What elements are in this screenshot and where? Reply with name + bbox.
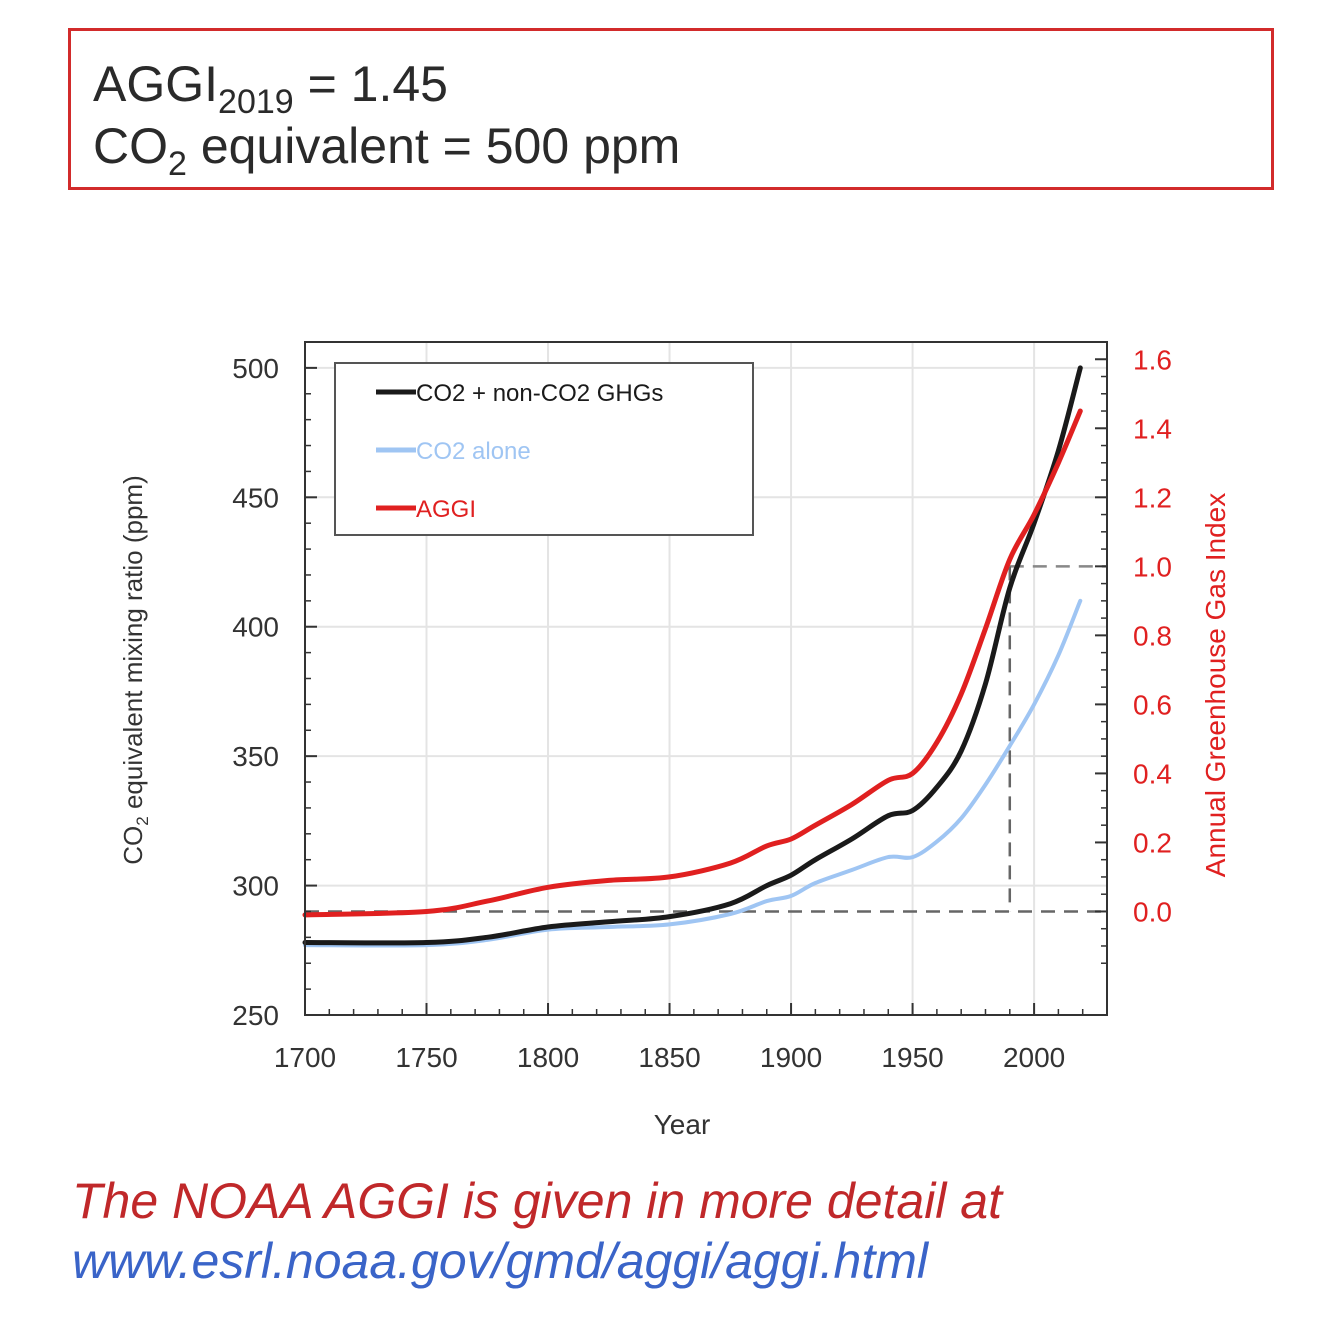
legend-item-co2-alone-label: CO2 alone — [416, 438, 531, 465]
legend-item-co2-plus-non-co2-label: CO2 + non-CO2 GHGs — [416, 380, 663, 407]
co2-subscript: 2 — [168, 145, 187, 183]
legend-item-aggi-label: AGGI — [416, 496, 476, 523]
y-left-tick-label: 250 — [232, 1000, 279, 1031]
y-right-tick-label: 0.0 — [1133, 896, 1172, 927]
series-co2-plus-non-co2-line — [302, 365, 1083, 946]
co2-equivalent-line: CO2 equivalent = 500 ppm — [93, 121, 680, 181]
y-axis-left-label: CO2 equivalent mixing ratio (ppm) — [118, 475, 152, 865]
ticks — [304, 358, 1107, 1016]
y-right-tick-label: 1.0 — [1133, 551, 1172, 582]
series-aggi-line — [302, 408, 1083, 918]
legend: CO2 + non-CO2 GHGs CO2 alone AGGI — [334, 362, 754, 536]
y-left-tick-label: 300 — [232, 871, 279, 902]
aggi-value: = 1.45 — [293, 56, 448, 112]
series-lines — [302, 365, 1083, 948]
aggi-value-line: AGGI2019 = 1.45 — [93, 59, 448, 119]
y-right-tick-label: 0.2 — [1133, 827, 1172, 858]
y-left-tick-label: 500 — [232, 353, 279, 384]
y-left-tick-label: 400 — [232, 612, 279, 643]
tick-labels: 1700 1750 1800 1850 1900 1950 2000 250 300 350 400… — [232, 344, 1172, 1073]
x-tick-label: 1900 — [760, 1042, 822, 1073]
aggi-label: AGGI — [93, 56, 219, 112]
y-right-tick-label: 0.4 — [1133, 758, 1172, 789]
y-right-tick-label: 1.2 — [1133, 482, 1172, 513]
x-tick-label: 2000 — [1003, 1042, 1065, 1073]
y-right-tick-label: 1.4 — [1133, 413, 1172, 444]
co2-label: CO — [93, 118, 168, 174]
x-tick-label: 1800 — [517, 1042, 579, 1073]
y-axis-left-label-sub: 2 — [133, 816, 152, 825]
co2-equivalent-value: equivalent = 500 ppm — [186, 118, 681, 174]
summary-box: AGGI2019 = 1.45 CO2 equivalent = 500 ppm — [68, 28, 1274, 190]
y-left-tick-label: 350 — [232, 741, 279, 772]
x-axis-label: Year — [654, 1109, 711, 1140]
y-axis-right-label: Annual Greenhouse Gas Index — [1200, 493, 1231, 877]
y-axis-left-label-suffix: equivalent mixing ratio (ppm) — [118, 475, 148, 816]
x-tick-label: 1750 — [395, 1042, 457, 1073]
x-tick-label: 1850 — [638, 1042, 700, 1073]
aggi-year-subscript: 2019 — [218, 83, 294, 121]
y-right-tick-label: 1.6 — [1133, 344, 1172, 375]
y-axis-left-label-prefix: CO — [118, 826, 148, 865]
x-tick-label: 1950 — [881, 1042, 943, 1073]
y-left-tick-label: 450 — [232, 482, 279, 513]
footer-note: The NOAA AGGI is given in more detail at — [72, 1173, 1003, 1229]
series-co2-alone-line — [303, 598, 1083, 948]
footer-link[interactable]: www.esrl.noaa.gov/gmd/aggi/aggi.html — [72, 1233, 929, 1289]
y-right-tick-label: 0.6 — [1133, 689, 1172, 720]
y-right-tick-label: 0.8 — [1133, 620, 1172, 651]
x-tick-label: 1700 — [274, 1042, 336, 1073]
